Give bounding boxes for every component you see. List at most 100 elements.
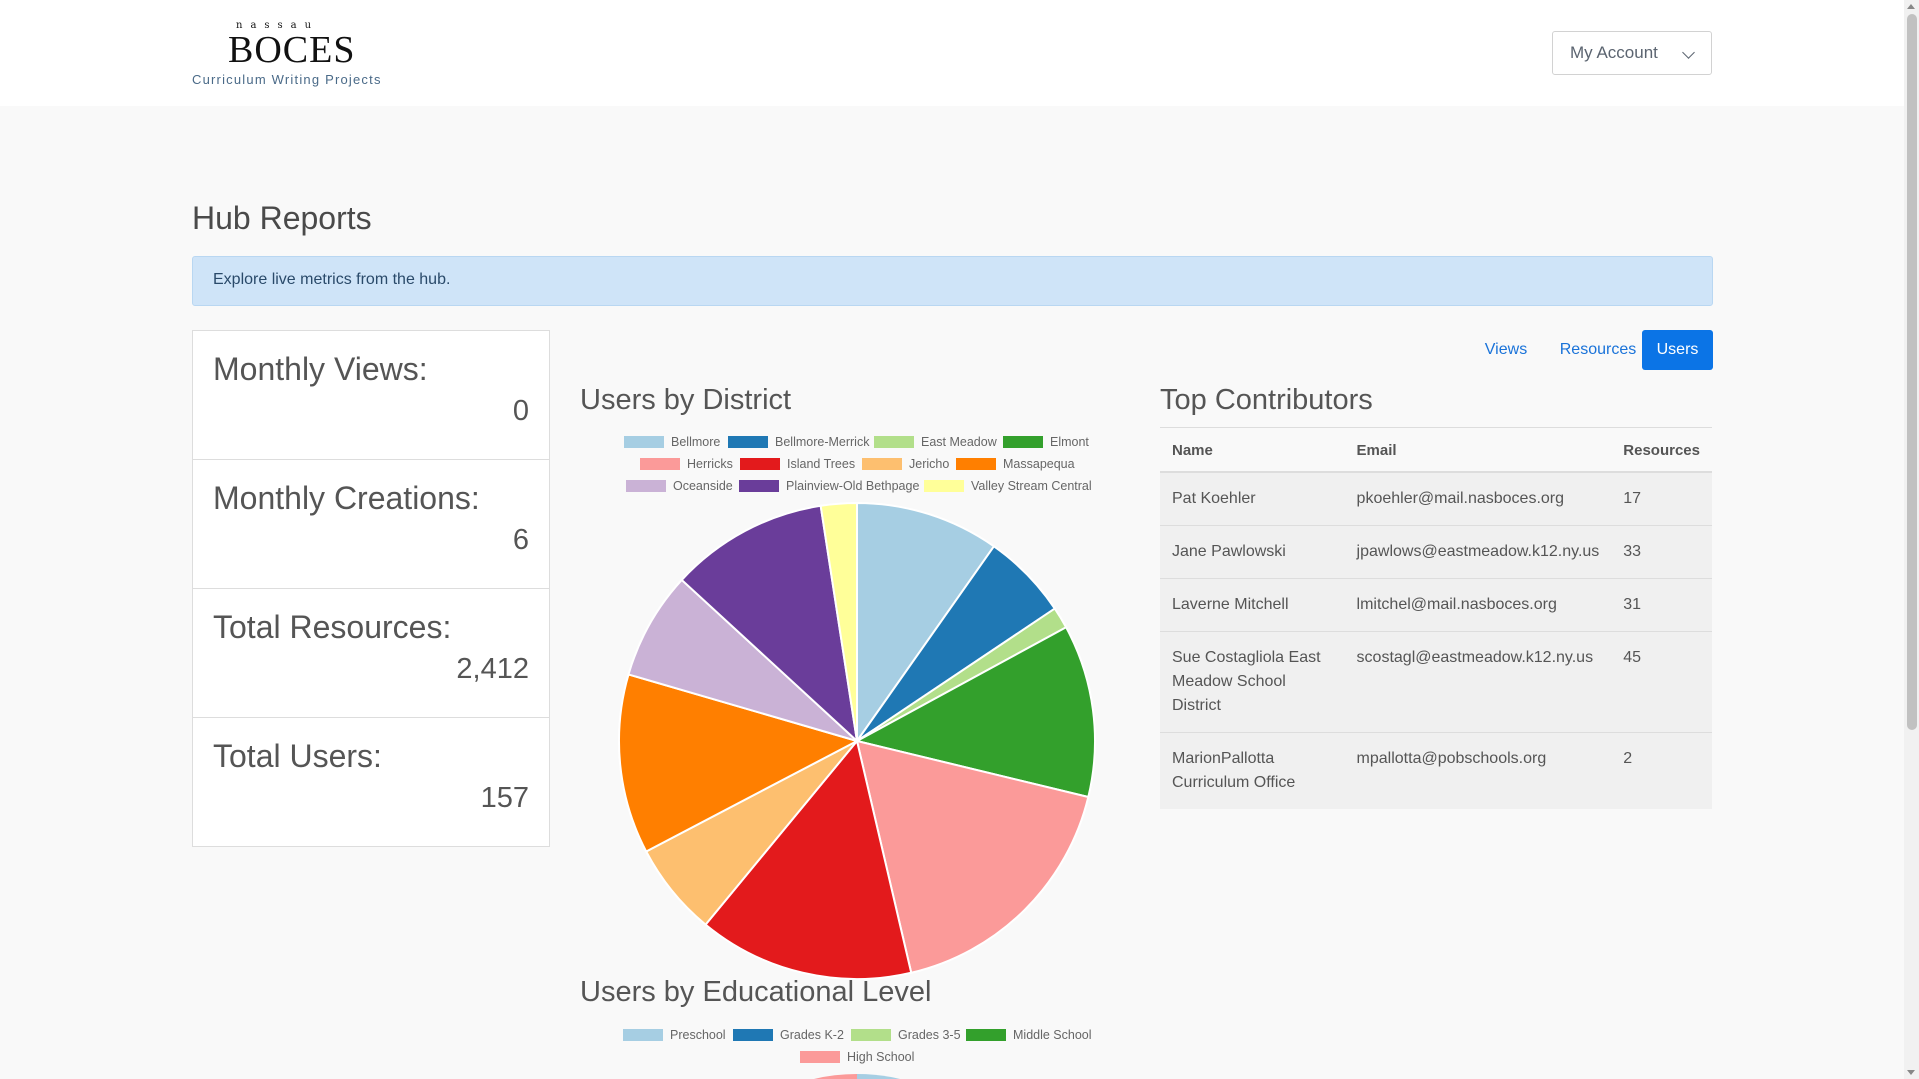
legend-swatch xyxy=(626,480,666,492)
info-alert: Explore live metrics from the hub. xyxy=(192,256,1713,306)
stat-card-total-resources: Total Resources: 2,412 xyxy=(192,588,550,718)
tab-users[interactable]: Users xyxy=(1642,330,1713,370)
contributor-email: lmitchel@mail.nasboces.org xyxy=(1344,578,1612,632)
page-title: Hub Reports xyxy=(192,200,372,236)
top-contributors-table: Name Email Resources Pat Koehler pkoehle… xyxy=(1160,427,1712,809)
table-row: Pat Koehler pkoehler@mail.nasboces.org 1… xyxy=(1160,471,1712,526)
pie-slice[interactable] xyxy=(618,673,860,853)
legend-label: Preschool xyxy=(670,1028,726,1042)
legend-swatch xyxy=(874,436,914,448)
contributor-email: pkoehler@mail.nasboces.org xyxy=(1344,471,1612,526)
my-account-dropdown[interactable]: My Account xyxy=(1552,31,1712,75)
legend-item[interactable]: Bellmore-Merrick xyxy=(728,435,869,449)
legend-label: Middle School xyxy=(1013,1028,1092,1042)
legend-item[interactable]: Island Trees xyxy=(740,457,855,471)
legend-item[interactable]: Valley Stream Central xyxy=(924,479,1092,493)
legend-item[interactable]: Preschool xyxy=(623,1028,726,1042)
legend-label: Herricks xyxy=(687,457,733,471)
legend-label: Valley Stream Central xyxy=(971,479,1092,493)
legend-swatch xyxy=(640,458,680,470)
pie-slice[interactable] xyxy=(856,501,996,745)
legend-label: High School xyxy=(847,1050,915,1064)
legend-swatch xyxy=(1003,436,1043,448)
contributor-name: Sue Costagliola East Meadow School Distr… xyxy=(1160,631,1345,733)
stat-card-monthly-views: Monthly Views: 0 xyxy=(192,330,550,460)
column-header-resources: Resources xyxy=(1611,427,1712,473)
stat-value: 0 xyxy=(512,395,529,427)
contributors-title: Top Contributors xyxy=(1160,384,1373,416)
legend-item[interactable]: Elmont xyxy=(1003,435,1089,449)
contributor-email: mpallotta@pobschools.org xyxy=(1344,732,1612,809)
legend-item[interactable]: Herricks xyxy=(640,457,733,471)
contributor-resources: 33 xyxy=(1611,525,1712,579)
legend-item[interactable]: Grades 3-5 xyxy=(851,1028,961,1042)
tab-resources[interactable]: Resources xyxy=(1559,341,1637,358)
pie-chart-education xyxy=(814,1074,900,1079)
info-alert-text: Explore live metrics from the hub. xyxy=(213,271,451,288)
legend-label: Oceanside xyxy=(673,479,733,493)
contributor-resources: 45 xyxy=(1611,631,1712,733)
table-row: Sue Costagliola East Meadow School Distr… xyxy=(1160,631,1712,733)
pie-slice[interactable] xyxy=(857,1074,900,1079)
legend-item[interactable]: East Meadow xyxy=(874,435,997,449)
column-header-name: Name xyxy=(1160,427,1345,473)
legend-label: East Meadow xyxy=(921,435,997,449)
contributor-name: Jane Pawlowski xyxy=(1160,525,1345,579)
pie-slice[interactable] xyxy=(819,501,858,742)
legend-item[interactable]: Middle School xyxy=(966,1028,1092,1042)
legend-label: Bellmore-Merrick xyxy=(775,435,870,449)
legend-label: Elmont xyxy=(1050,435,1089,449)
legend-item[interactable]: Bellmore xyxy=(624,435,720,449)
contributor-resources: 17 xyxy=(1611,471,1712,526)
stat-label: Monthly Creations: xyxy=(213,480,480,516)
pie-slice[interactable] xyxy=(627,578,858,742)
contributor-name: Pat Koehler xyxy=(1160,471,1345,526)
my-account-label: My Account xyxy=(1570,43,1658,62)
legend-label: Jericho xyxy=(909,457,950,471)
contributor-name: MarionPallotta Curriculum Office xyxy=(1160,732,1345,809)
legend-item[interactable]: Grades K-2 xyxy=(733,1028,844,1042)
pie-slice[interactable] xyxy=(704,738,913,980)
stat-value: 157 xyxy=(480,782,529,814)
table-row: Jane Pawlowski jpawlows@eastmeadow.k12.n… xyxy=(1160,525,1712,579)
legend-item[interactable]: Plainview-Old Bethpage xyxy=(739,479,919,493)
legend-item[interactable]: High School xyxy=(800,1050,914,1064)
stat-card-monthly-creations: Monthly Creations: 6 xyxy=(192,459,550,589)
chevron-down-icon xyxy=(1682,46,1695,59)
legend-swatch xyxy=(966,1029,1006,1041)
pie-slice[interactable] xyxy=(855,739,1090,974)
legend-label: Plainview-Old Bethpage xyxy=(786,479,920,493)
scroll-up-arrow-icon[interactable] xyxy=(1907,4,1915,9)
pie-slice[interactable] xyxy=(814,1074,857,1079)
legend-swatch xyxy=(728,436,768,448)
contributor-resources: 2 xyxy=(1611,732,1712,809)
boces-logo[interactable]: nassau BOCES Curriculum Writing Projects xyxy=(192,14,380,90)
logo-small-text: nassau xyxy=(236,20,320,31)
stat-card-total-users: Total Users: 157 xyxy=(192,717,550,847)
legend-item[interactable]: Oceanside xyxy=(626,479,733,493)
contributor-email: jpawlows@eastmeadow.k12.ny.us xyxy=(1344,525,1612,579)
legend-swatch xyxy=(624,436,664,448)
legend-swatch xyxy=(733,1029,773,1041)
scrollbar-thumb[interactable] xyxy=(1907,14,1917,730)
pie-chart-district xyxy=(618,501,1096,980)
stat-label: Total Users: xyxy=(213,738,382,774)
pie-slice[interactable] xyxy=(680,504,859,744)
contributor-name: Laverne Mitchell xyxy=(1160,578,1345,632)
scroll-down-arrow-icon[interactable] xyxy=(1907,1070,1915,1075)
top-header: nassau BOCES Curriculum Writing Projects… xyxy=(0,0,1904,106)
legend-swatch xyxy=(800,1051,840,1063)
legend-label: Island Trees xyxy=(787,457,856,471)
legend-label: Massapequa xyxy=(1003,457,1075,471)
table-row: Laverne Mitchell lmitchel@mail.nasboces.… xyxy=(1160,578,1712,632)
table-row: MarionPallotta Curriculum Office mpallot… xyxy=(1160,732,1712,809)
legend-swatch xyxy=(739,480,779,492)
legend-swatch xyxy=(924,480,964,492)
contributor-email: scostagl@eastmeadow.k12.ny.us xyxy=(1344,631,1612,733)
page-scrollbar[interactable] xyxy=(1904,0,1919,1079)
legend-swatch xyxy=(956,458,996,470)
legend-swatch xyxy=(862,458,902,470)
legend-item[interactable]: Massapequa xyxy=(956,457,1075,471)
legend-item[interactable]: Jericho xyxy=(862,457,949,471)
tab-views[interactable]: Views xyxy=(1484,341,1528,358)
